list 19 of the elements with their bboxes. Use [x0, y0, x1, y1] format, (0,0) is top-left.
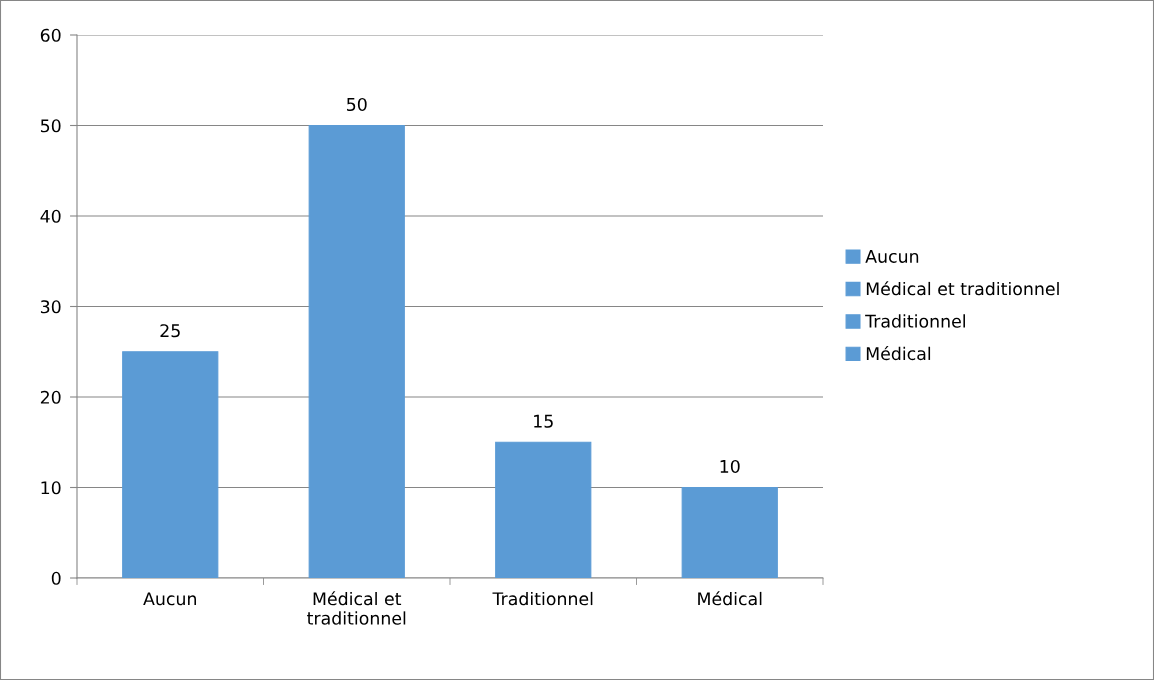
data-label: 25	[160, 324, 180, 338]
y-tick-label: 30	[40, 300, 61, 314]
y-tick-label: 10	[41, 481, 61, 495]
legend-label: Médical	[866, 346, 931, 361]
y-tick-label: 0	[51, 571, 61, 585]
data-label: 15	[534, 414, 553, 428]
legend-label: Aucun	[865, 249, 919, 263]
data-label: 10	[720, 459, 740, 474]
legend-label: Médical et traditionnel	[866, 281, 1059, 296]
x-tick-label: Aucun	[143, 592, 196, 606]
y-tick-label: 60	[40, 28, 61, 42]
x-tick-label: Médical	[698, 591, 762, 606]
y-tick-label: 20	[40, 390, 61, 404]
y-tick-label: 40	[40, 209, 61, 223]
data-label: 50	[347, 97, 367, 112]
x-tick-label: Médical et traditionnel	[307, 591, 406, 625]
y-tick-label: 50	[40, 119, 61, 133]
legend-label: Traditionnel	[865, 314, 965, 328]
x-tick-label: Traditionnel	[492, 591, 593, 606]
